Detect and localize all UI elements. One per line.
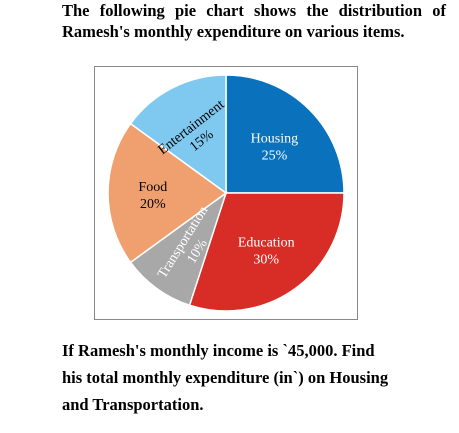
slice-label-group-housing: Housing 25% <box>251 132 298 164</box>
slice-label-group-food: Food 20% <box>138 180 167 212</box>
slice-label-group-education: Education 30% <box>238 235 295 267</box>
question-intro: The following pie chart shows the distri… <box>62 1 446 41</box>
pie-slices <box>107 74 345 312</box>
slice-label-food: Food <box>138 180 167 195</box>
slice-label-housing: Housing <box>251 132 298 147</box>
pie-slice-transportation <box>129 191 228 307</box>
pie-chart-frame: Housing 25% Education 30% Transportation 10% F… <box>94 66 358 320</box>
pie-chart: Housing25%Education30%Transportation10%F… <box>107 74 345 312</box>
slice-value-food: 20% <box>140 197 166 212</box>
question-line-3: and Transportation. <box>62 395 204 414</box>
question-text: If Ramesh's monthly income is `45,000. F… <box>62 337 440 418</box>
pie-slice-housing <box>225 74 345 194</box>
pie-slice-food <box>107 122 228 264</box>
pie-slice-entertainment <box>129 74 227 195</box>
question-line-1: If Ramesh's monthly income is `45,000. F… <box>62 341 375 360</box>
slice-label-education: Education <box>238 235 295 250</box>
pie-slice-education <box>188 192 345 312</box>
slice-value-education: 30% <box>253 252 279 267</box>
slice-value-housing: 25% <box>262 149 288 164</box>
question-line-2: his total monthly expenditure (in`) on H… <box>62 368 389 387</box>
